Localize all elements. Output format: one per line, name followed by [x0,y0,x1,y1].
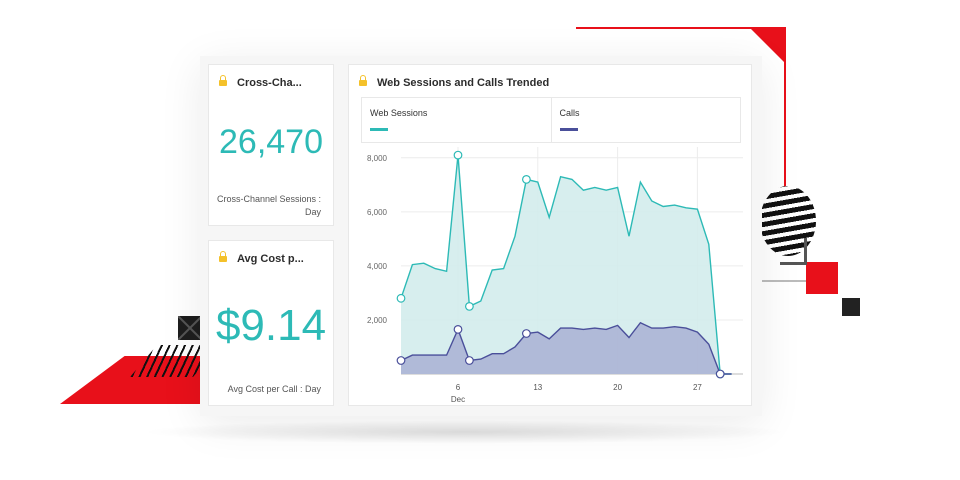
chart-title: Web Sessions and Calls Trended [377,77,550,89]
web-sessions-line [400,155,732,375]
x-tick-label: 27 [693,383,702,392]
web-sessions-point [396,293,406,303]
x-tick-label: 6 [456,383,461,392]
cost-card-title: Avg Cost p... [237,253,304,265]
y-tick-label: 4,000 [367,262,388,271]
red-square-right [780,238,838,294]
sessions-value: 26,470 [219,123,323,161]
y-tick-label: 2,000 [367,316,388,325]
dark-square-right [842,298,860,316]
calls-point [715,369,725,379]
legend-label-calls: Calls [559,108,580,118]
legend-label-web-sessions: Web Sessions [370,108,428,118]
legend-swatch-calls [559,128,578,131]
x-tick-label: 20 [613,383,622,392]
red-outline-frame [576,27,786,217]
cost-card-header: Avg Cost p... [219,251,304,265]
lock-icon [219,251,227,263]
calls-point [464,356,474,365]
y-tick-label: 8,000 [367,154,388,163]
trend-chart[interactable]: 8,000 6,000 4,000 2,000 6 13 20 27 Dec [349,143,753,405]
chart-card[interactable]: Web Sessions and Calls Trended Web Sessi… [348,64,752,406]
calls-point [396,356,406,365]
dashboard-shadow [140,420,790,444]
calls-area [401,322,732,374]
y-tick-label: 6,000 [367,208,388,217]
x-tick-label: 13 [533,383,542,392]
web-sessions-area [401,155,732,374]
chart-card-header: Web Sessions and Calls Trended [359,75,550,89]
cost-card[interactable]: Avg Cost p... $9.14 Avg Cost per Call : … [208,240,334,406]
sessions-label: Cross-Channel Sessions : Day [217,193,321,219]
sessions-label-line2: Day [304,207,321,217]
cost-value: $9.14 [215,301,327,350]
lock-icon [359,75,367,87]
calls-point [521,329,531,338]
cost-label: Avg Cost per Call : Day [227,384,321,394]
sessions-card-title: Cross-Cha... [237,77,302,89]
sessions-card-header: Cross-Cha... [219,75,302,89]
legend-item-web-sessions[interactable]: Web Sessions [362,98,551,142]
chart-legend: Web Sessions Calls [361,97,741,143]
gray-divider-line [760,280,810,282]
sessions-label-line1: Cross-Channel Sessions : [216,194,321,204]
lock-icon [219,75,227,87]
web-sessions-point [464,301,474,311]
web-sessions-point [521,175,531,184]
calls-line [400,321,732,375]
dashboard-panel: Cross-Cha... 26,470 Cross-Channel Sessio… [200,56,762,416]
legend-item-calls[interactable]: Calls [550,98,741,142]
sessions-card[interactable]: Cross-Cha... 26,470 Cross-Channel Sessio… [208,64,334,226]
legend-swatch-web-sessions [370,128,388,131]
web-sessions-point [453,150,463,160]
calls-point [453,324,463,334]
dark-square-left [178,316,202,340]
x-axis-month-label: Dec [451,395,465,404]
